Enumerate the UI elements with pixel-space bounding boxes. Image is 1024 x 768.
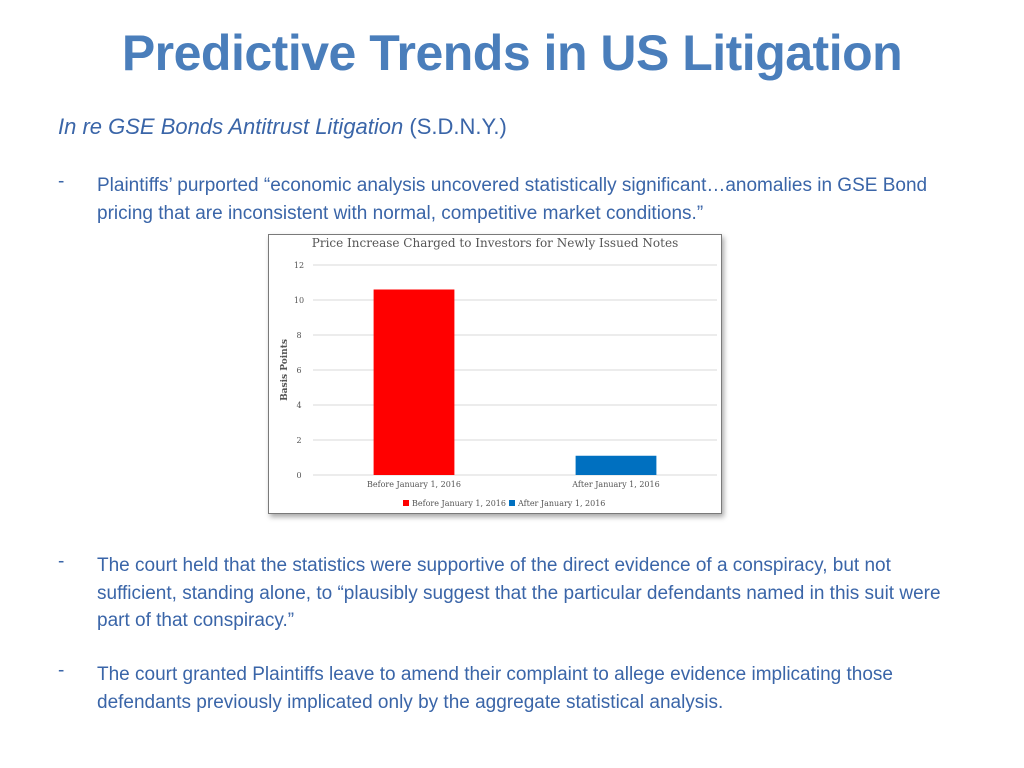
bullet-marker: -	[58, 660, 65, 681]
bullet-text: Plaintiffs’ purported “economic analysis…	[97, 175, 928, 224]
chart-svg: Price Increase Charged to Investors for …	[280, 236, 717, 508]
y-tick-label: 0	[296, 471, 301, 480]
slide-title: Predictive Trends in US Litigation	[121, 25, 903, 81]
legend-swatch	[403, 500, 409, 506]
legend-label: Before January 1, 2016	[412, 499, 506, 508]
bar	[373, 289, 455, 475]
bullet-marker: -	[58, 171, 65, 192]
bar-chart: Price Increase Charged to Investors for …	[268, 234, 722, 514]
bullet-text: The court held that the statistics were …	[97, 555, 941, 631]
bar	[575, 455, 657, 475]
y-tick-label: 2	[296, 436, 301, 445]
bullet-marker: -	[58, 551, 65, 572]
y-tick-label: 8	[296, 331, 301, 340]
y-tick-label: 4	[296, 401, 301, 410]
chart-title: Price Increase Charged to Investors for …	[312, 236, 678, 250]
case-name: In re GSE Bonds Antitrust Litigation	[58, 114, 404, 139]
y-tick-label: 6	[296, 366, 301, 375]
legend-swatch	[509, 500, 515, 506]
y-axis-label: Basis Points	[280, 339, 290, 401]
case-heading: In re GSE Bonds Antitrust Litigation (S.…	[58, 114, 507, 140]
y-tick-label: 10	[294, 296, 304, 305]
x-tick-label: After January 1, 2016	[571, 480, 659, 489]
y-tick-label: 12	[294, 261, 304, 270]
x-tick-label: Before January 1, 2016	[367, 480, 461, 489]
bullet-text: The court granted Plaintiffs leave to am…	[97, 664, 893, 713]
case-court: (S.D.N.Y.)	[403, 114, 507, 139]
legend-label: After January 1, 2016	[517, 499, 605, 508]
